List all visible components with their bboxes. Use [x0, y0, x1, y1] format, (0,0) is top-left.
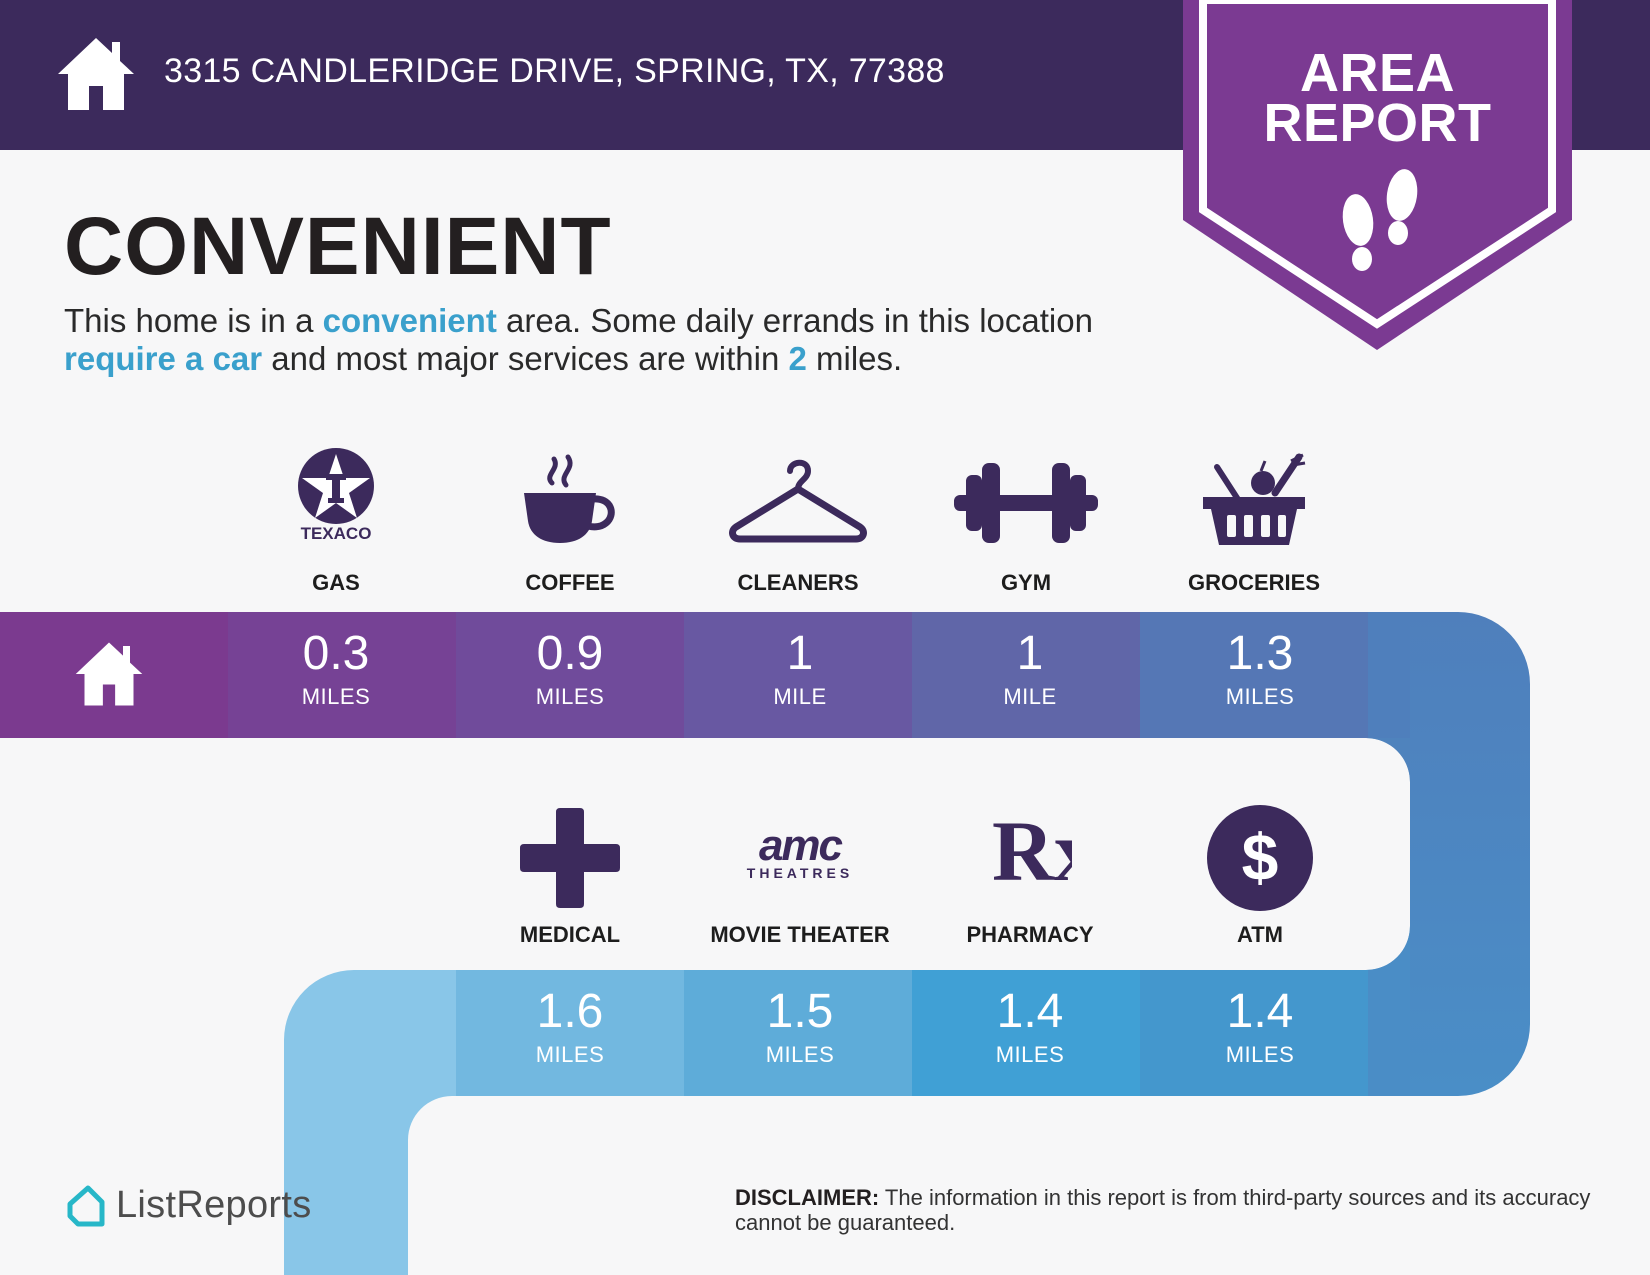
distance-movie-theater: 1.5 MILES — [686, 970, 914, 1096]
distance-value: 1.4 — [1226, 985, 1294, 1038]
distance-gym: 1 MILE — [916, 612, 1144, 738]
category-medical: MEDICAL — [456, 800, 684, 950]
distance-medical: 1.6 MILES — [456, 970, 684, 1096]
category-label: GROCERIES — [1187, 570, 1321, 595]
medical-cross-icon — [520, 808, 620, 908]
distance-gas: 0.3 MILES — [222, 612, 450, 738]
distance-unit: MILE — [1003, 684, 1057, 709]
category-label: COFFEE — [525, 570, 615, 595]
distance-unit: MILES — [995, 1042, 1065, 1067]
hanger-icon — [729, 459, 867, 543]
category-gym: GYM — [912, 445, 1140, 595]
rx-icon: Rx — [992, 806, 1072, 899]
distance-value: 1 — [786, 627, 814, 680]
category-gas: TEXACO GAS — [222, 445, 450, 595]
summary-text: This home is in a convenient area. Some … — [64, 302, 1093, 377]
distance-value: 0.3 — [302, 627, 370, 680]
svg-text:TEXACO: TEXACO — [301, 524, 372, 540]
category-cleaners: CLEANERS — [684, 445, 912, 595]
distance-unit: MILES — [301, 684, 371, 709]
distance-unit: MILES — [765, 1042, 835, 1067]
area-report-badge — [1183, 0, 1572, 350]
category-label: CLEANERS — [737, 570, 859, 595]
distance-unit: MILES — [1225, 684, 1295, 709]
home-icon — [58, 38, 134, 110]
category-label: MEDICAL — [519, 922, 621, 947]
distance-value: 0.9 — [536, 627, 604, 680]
home-start-icon — [75, 642, 143, 706]
distance-unit: MILES — [535, 684, 605, 709]
distance-value: 1 — [1016, 627, 1044, 680]
grocery-basket-icon — [1203, 453, 1306, 545]
category-label: GYM — [1000, 570, 1052, 595]
distance-value: 1.3 — [1226, 627, 1294, 680]
listreports-logo-icon — [67, 1185, 105, 1227]
category-atm: $ ATM — [1146, 800, 1374, 950]
brand-name: ListReports — [116, 1184, 312, 1226]
svg-text:THEATRES: THEATRES — [747, 865, 853, 881]
category-label: ATM — [1236, 922, 1284, 947]
category-label: GAS — [312, 570, 360, 595]
distance-pharmacy: 1.4 MILES — [916, 970, 1144, 1096]
disclaimer: DISCLAIMER: The information in this repo… — [735, 1185, 1591, 1235]
distance-atm: 1.4 MILES — [1146, 970, 1374, 1096]
dollar-icon: $ — [1207, 805, 1313, 911]
category-movie-theater: amc THEATRES MOVIE THEATER — [686, 800, 914, 950]
footprints-icon — [1342, 169, 1418, 271]
category-label: MOVIE THEATER — [710, 922, 890, 947]
category-groceries: GROCERIES — [1140, 445, 1368, 595]
badge-title: AREA REPORT — [1263, 43, 1492, 153]
texaco-logo: TEXACO — [298, 448, 374, 540]
property-address: 3315 CANDLERIDGE DRIVE, SPRING, TX, 7738… — [164, 52, 945, 90]
distance-coffee: 0.9 MILES — [456, 612, 684, 738]
distance-value: 1.5 — [766, 985, 834, 1038]
coffee-cup-icon — [524, 454, 615, 543]
distance-cleaners: 1 MILE — [686, 612, 914, 738]
category-label: PHARMACY — [966, 922, 1094, 947]
distance-unit: MILES — [1225, 1042, 1295, 1067]
svg-text:$: $ — [1242, 820, 1279, 894]
distance-value: 1.4 — [996, 985, 1064, 1038]
svg-text:amc: amc — [759, 826, 843, 870]
page-title: CONVENIENT — [64, 201, 612, 292]
dumbbell-icon — [954, 463, 1098, 543]
category-coffee: COFFEE — [456, 445, 684, 595]
distance-groceries: 1.3 MILES — [1146, 612, 1374, 738]
svg-text:Rx: Rx — [992, 806, 1072, 899]
distance-value: 1.6 — [536, 985, 604, 1038]
distance-unit: MILES — [535, 1042, 605, 1067]
distance-unit: MILE — [773, 684, 827, 709]
category-pharmacy: Rx PHARMACY — [916, 800, 1144, 950]
amc-logo: amc THEATRES — [747, 826, 853, 881]
